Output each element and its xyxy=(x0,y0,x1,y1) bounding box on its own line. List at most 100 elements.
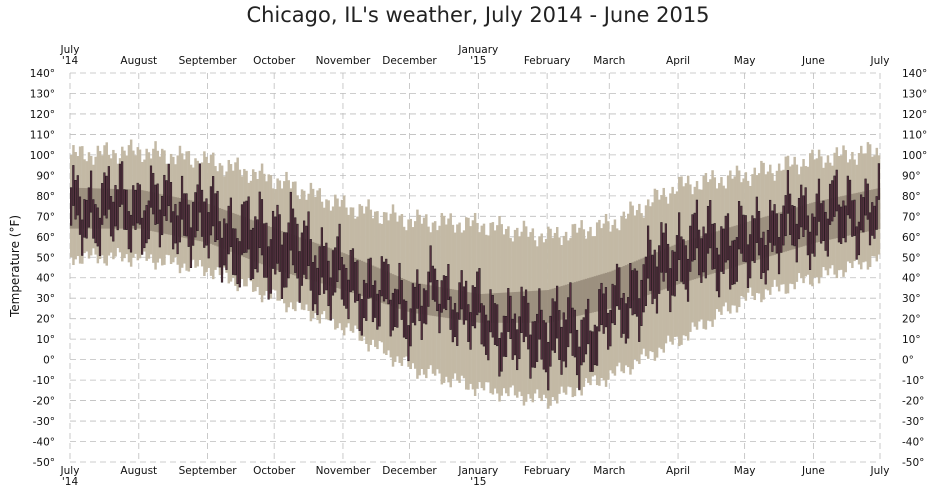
daily-temperature-bar xyxy=(456,312,459,346)
daily-temperature-bar xyxy=(549,315,552,367)
daily-temperature-bar xyxy=(695,199,699,249)
normal-range-bar xyxy=(365,262,368,298)
daily-temperature-bar xyxy=(291,208,295,266)
x-tick-label-bottom: December xyxy=(382,465,437,477)
daily-temperature-bar xyxy=(311,262,315,311)
x-tick-label-bottom: February xyxy=(524,465,571,477)
daily-temperature-bar xyxy=(338,223,341,271)
daily-temperature-bar xyxy=(518,316,521,360)
daily-temperature-bar xyxy=(360,299,363,336)
daily-temperature-bar xyxy=(442,275,446,309)
normal-range-bar xyxy=(558,286,561,321)
daily-temperature-bar xyxy=(804,187,807,230)
daily-temperature-bar xyxy=(92,199,95,239)
x-tick-label-top: May xyxy=(734,55,756,67)
normal-range-bar xyxy=(706,234,710,276)
daily-temperature-bar xyxy=(393,288,397,327)
actual-range-bars xyxy=(70,161,880,391)
daily-temperature-bar xyxy=(753,218,756,263)
daily-temperature-bar xyxy=(380,256,383,297)
daily-temperature-bar xyxy=(751,215,754,261)
daily-temperature-bar xyxy=(320,227,323,278)
daily-temperature-bar xyxy=(278,214,281,272)
normal-range-bar xyxy=(575,281,579,317)
daily-temperature-bar xyxy=(218,221,221,268)
daily-temperature-bar xyxy=(376,293,379,330)
normal-range-bar xyxy=(236,214,239,255)
daily-temperature-bar xyxy=(666,243,670,291)
daily-temperature-bar xyxy=(635,270,639,317)
daily-temperature-bar xyxy=(123,189,126,230)
daily-temperature-bar xyxy=(611,283,614,324)
normal-range-bar xyxy=(877,188,881,230)
daily-temperature-bar xyxy=(436,279,439,312)
daily-temperature-bar xyxy=(209,186,213,236)
daily-temperature-bar xyxy=(112,201,115,242)
daily-temperature-bar xyxy=(185,193,188,237)
daily-temperature-bar xyxy=(780,213,783,253)
daily-temperature-bar xyxy=(811,213,814,254)
daily-temperature-bar xyxy=(480,303,483,345)
normal-range-bar xyxy=(547,290,550,323)
daily-temperature-bar xyxy=(405,300,408,340)
daily-temperature-bar xyxy=(194,192,197,238)
daily-temperature-bar xyxy=(744,215,747,263)
daily-temperature-bar xyxy=(733,239,736,285)
daily-temperature-bar xyxy=(735,237,738,282)
normal-range-bar xyxy=(189,200,193,240)
daily-temperature-bar xyxy=(775,213,778,254)
daily-temperature-bar xyxy=(700,238,703,283)
daily-temperature-bar xyxy=(118,163,122,207)
daily-temperature-bar xyxy=(147,200,150,240)
y-tick-label-right: 50° xyxy=(902,252,921,264)
y-tick-label-left: -20° xyxy=(33,396,55,408)
daily-temperature-bar xyxy=(555,285,559,339)
daily-temperature-bar xyxy=(651,255,654,305)
daily-temperature-bar xyxy=(396,289,399,328)
normal-range-bar xyxy=(347,255,350,292)
normal-range-bar xyxy=(500,292,503,323)
x-tick-label-top: December xyxy=(382,55,437,67)
x-tick-label-bottom: October xyxy=(253,465,296,477)
daily-temperature-bar xyxy=(78,196,82,235)
normal-range-bar xyxy=(149,192,153,231)
daily-temperature-bar xyxy=(331,250,335,296)
daily-temperature-bar xyxy=(540,309,543,360)
daily-temperature-bar xyxy=(489,289,492,333)
y-tick-label-left: 70° xyxy=(36,211,55,223)
daily-temperature-bar xyxy=(425,290,428,325)
daily-temperature-bar xyxy=(105,175,108,219)
daily-temperature-bar xyxy=(844,205,847,243)
daily-temperature-bar xyxy=(831,180,834,222)
daily-temperature-bar xyxy=(655,266,659,314)
daily-temperature-bar xyxy=(806,215,809,256)
daily-temperature-bar xyxy=(567,297,570,348)
daily-temperature-bar xyxy=(684,245,687,290)
daily-temperature-bar xyxy=(569,282,572,334)
normal-range-bar xyxy=(127,189,131,229)
daily-temperature-bar xyxy=(476,271,479,316)
daily-temperature-bar xyxy=(247,196,250,250)
normal-range-bar xyxy=(833,197,836,239)
daily-temperature-bar xyxy=(609,310,612,347)
daily-temperature-bar xyxy=(726,213,730,261)
daily-temperature-bar xyxy=(127,211,130,250)
daily-temperature-bar xyxy=(134,189,137,230)
daily-temperature-bar xyxy=(340,257,343,300)
daily-temperature-bar xyxy=(622,293,625,334)
daily-temperature-bar xyxy=(873,205,876,239)
daily-temperature-bar xyxy=(460,270,463,310)
x-tick-sublabel-top: '15 xyxy=(470,55,486,67)
daily-temperature-bar xyxy=(462,286,466,325)
y-tick-label-right: -50° xyxy=(902,457,924,469)
normal-range-bar xyxy=(420,283,424,315)
daily-temperature-bar xyxy=(114,185,117,227)
x-tick-label-top: July xyxy=(870,55,890,67)
y-tick-label-right: -10° xyxy=(902,375,924,387)
daily-temperature-bar xyxy=(467,304,470,342)
daily-temperature-bar xyxy=(87,187,90,228)
daily-temperature-bar xyxy=(152,172,155,215)
daily-temperature-bar xyxy=(822,200,825,241)
daily-temperature-bar xyxy=(391,292,394,331)
y-tick-label-right: -40° xyxy=(902,437,924,449)
